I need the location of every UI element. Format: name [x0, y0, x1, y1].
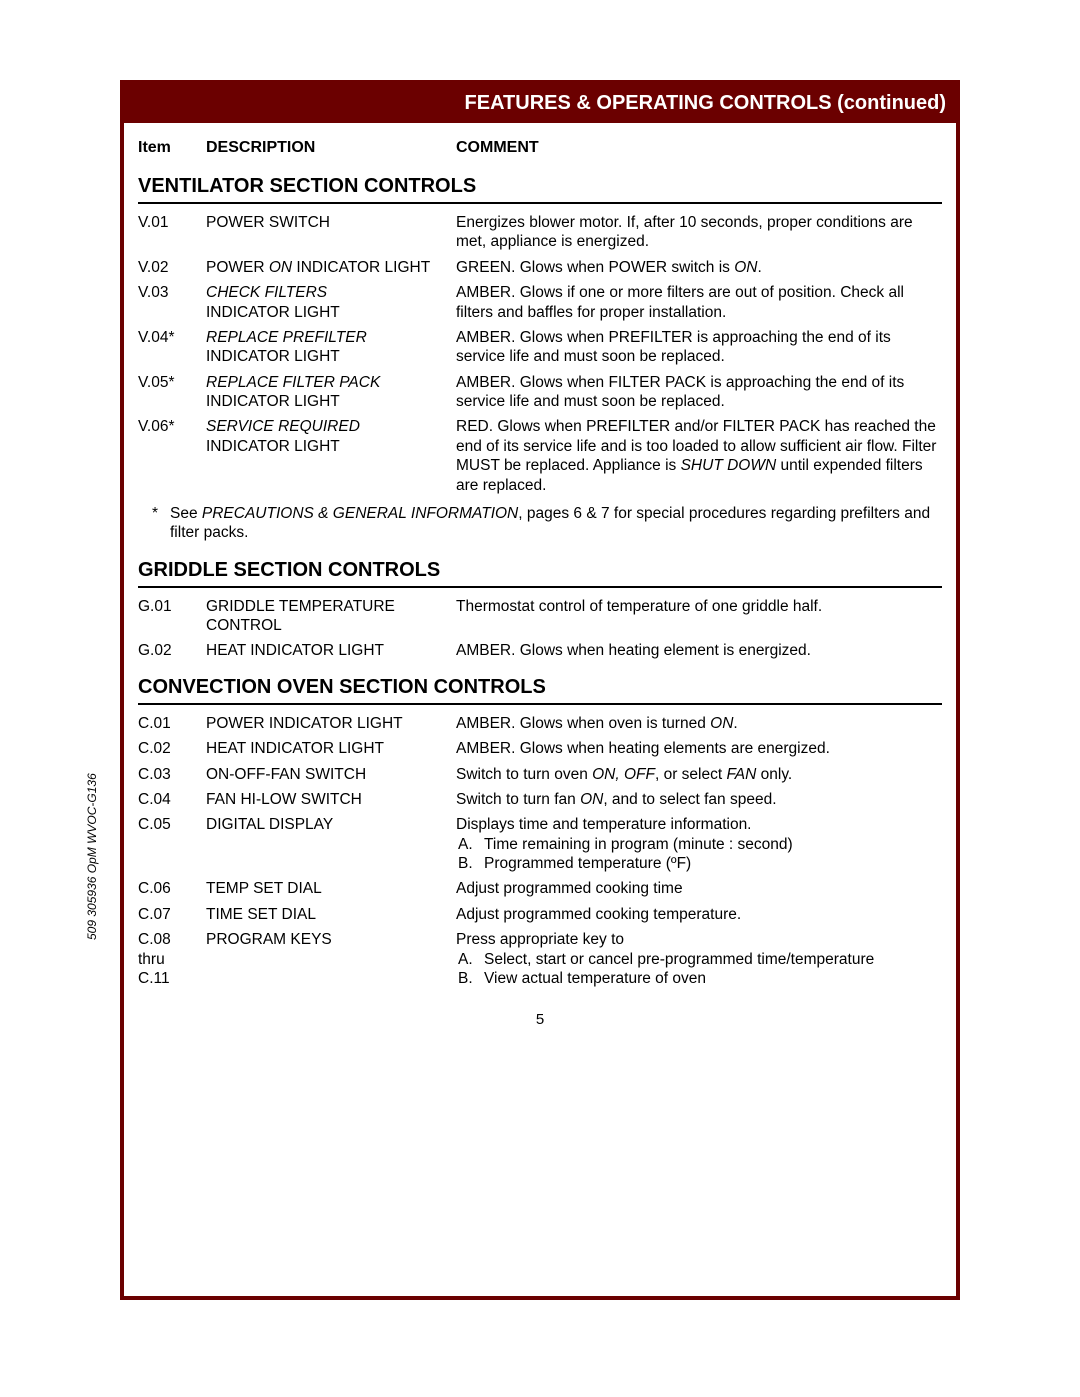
cell-description: POWER ON INDICATOR LIGHT: [206, 258, 456, 277]
table-row: V.02POWER ON INDICATOR LIGHTGREEN. Glows…: [138, 255, 942, 280]
cell-item: C.01: [138, 714, 206, 733]
cell-description: REPLACE PREFILTERINDICATOR LIGHT: [206, 328, 456, 367]
cell-comment: AMBER. Glows when PREFILTER is approachi…: [456, 328, 942, 367]
cell-description: TEMP SET DIAL: [206, 879, 456, 898]
cell-description: CHECK FILTERSINDICATOR LIGHT: [206, 283, 456, 322]
cell-item: C.08thruC.11: [138, 930, 206, 988]
cell-item: C.03: [138, 765, 206, 784]
col-header-comment: COMMENT: [456, 139, 942, 157]
cell-description: HEAT INDICATOR LIGHT: [206, 641, 456, 660]
table-row: C.07TIME SET DIALAdjust programmed cooki…: [138, 902, 942, 927]
cell-item: V.04*: [138, 328, 206, 347]
table-row: V.03CHECK FILTERSINDICATOR LIGHTAMBER. G…: [138, 280, 942, 325]
table-row: C.02HEAT INDICATOR LIGHTAMBER. Glows whe…: [138, 736, 942, 761]
table-row: C.06TEMP SET DIALAdjust programmed cooki…: [138, 876, 942, 901]
cell-comment: AMBER. Glows when heating element is ene…: [456, 641, 942, 660]
cell-item: C.06: [138, 879, 206, 898]
section-title: VENTILATOR SECTION CONTROLS: [138, 163, 942, 204]
table-row: C.08thruC.11PROGRAM KEYSPress appropriat…: [138, 927, 942, 991]
cell-description: GRIDDLE TEMPERATURE CONTROL: [206, 597, 456, 636]
cell-description: HEAT INDICATOR LIGHT: [206, 739, 456, 758]
table-row: C.04FAN HI-LOW SWITCHSwitch to turn fan …: [138, 787, 942, 812]
cell-item: V.02: [138, 258, 206, 277]
section-title: GRIDDLE SECTION CONTROLS: [138, 547, 942, 588]
table-row: V.04*REPLACE PREFILTERINDICATOR LIGHTAMB…: [138, 325, 942, 370]
cell-comment: RED. Glows when PREFILTER and/or FILTER …: [456, 417, 942, 495]
col-header-description: DESCRIPTION: [206, 139, 456, 157]
cell-description: PROGRAM KEYS: [206, 930, 456, 949]
page-number: 5: [138, 991, 942, 1028]
section-title: CONVECTION OVEN SECTION CONTROLS: [138, 664, 942, 705]
cell-item: V.03: [138, 283, 206, 302]
table-row: C.05DIGITAL DISPLAYDisplays time and tem…: [138, 812, 942, 876]
col-header-item: Item: [138, 139, 206, 157]
cell-comment: Press appropriate key toA.Select, start …: [456, 930, 942, 988]
cell-description: REPLACE FILTER PACKINDICATOR LIGHT: [206, 373, 456, 412]
table-row: C.03ON-OFF-FAN SWITCHSwitch to turn oven…: [138, 762, 942, 787]
cell-item: G.01: [138, 597, 206, 616]
cell-comment: Thermostat control of temperature of one…: [456, 597, 942, 616]
cell-comment: Energizes blower motor. If, after 10 sec…: [456, 213, 942, 252]
cell-comment: Switch to turn oven ON, OFF, or select F…: [456, 765, 942, 784]
cell-description: SERVICE REQUIREDINDICATOR LIGHT: [206, 417, 456, 456]
document-reference-label: 509 305936 OpM WVOC-G136: [85, 773, 99, 940]
table-row: G.01GRIDDLE TEMPERATURE CONTROLThermosta…: [138, 594, 942, 639]
cell-item: G.02: [138, 641, 206, 660]
cell-comment: Switch to turn fan ON, and to select fan…: [456, 790, 942, 809]
cell-comment: AMBER. Glows if one or more filters are …: [456, 283, 942, 322]
cell-comment: Adjust programmed cooking time: [456, 879, 942, 898]
cell-description: ON-OFF-FAN SWITCH: [206, 765, 456, 784]
cell-comment: Adjust programmed cooking temperature.: [456, 905, 942, 924]
cell-comment: AMBER. Glows when oven is turned ON.: [456, 714, 942, 733]
cell-item: V.05*: [138, 373, 206, 392]
cell-description: TIME SET DIAL: [206, 905, 456, 924]
cell-item: C.07: [138, 905, 206, 924]
table-row: V.06*SERVICE REQUIREDINDICATOR LIGHTRED.…: [138, 414, 942, 498]
cell-description: POWER INDICATOR LIGHT: [206, 714, 456, 733]
cell-item: V.06*: [138, 417, 206, 436]
cell-item: C.02: [138, 739, 206, 758]
cell-item: V.01: [138, 213, 206, 232]
table-row: C.01POWER INDICATOR LIGHTAMBER. Glows wh…: [138, 711, 942, 736]
page-header: FEATURES & OPERATING CONTROLS (continued…: [124, 84, 956, 123]
cell-item: C.04: [138, 790, 206, 809]
cell-description: POWER SWITCH: [206, 213, 456, 232]
cell-comment: AMBER. Glows when FILTER PACK is approac…: [456, 373, 942, 412]
table-row: V.05*REPLACE FILTER PACKINDICATOR LIGHTA…: [138, 370, 942, 415]
column-headers: Item DESCRIPTION COMMENT: [138, 133, 942, 163]
cell-description: DIGITAL DISPLAY: [206, 815, 456, 834]
footnote: *See PRECAUTIONS & GENERAL INFORMATION, …: [138, 498, 942, 547]
cell-comment: Displays time and temperature informatio…: [456, 815, 942, 873]
cell-item: C.05: [138, 815, 206, 834]
cell-description: FAN HI-LOW SWITCH: [206, 790, 456, 809]
table-row: V.01POWER SWITCHEnergizes blower motor. …: [138, 210, 942, 255]
cell-comment: GREEN. Glows when POWER switch is ON.: [456, 258, 942, 277]
page-frame: FEATURES & OPERATING CONTROLS (continued…: [120, 80, 960, 1300]
table-row: G.02HEAT INDICATOR LIGHTAMBER. Glows whe…: [138, 638, 942, 663]
page-content: Item DESCRIPTION COMMENT VENTILATOR SECT…: [124, 123, 956, 1038]
cell-comment: AMBER. Glows when heating elements are e…: [456, 739, 942, 758]
